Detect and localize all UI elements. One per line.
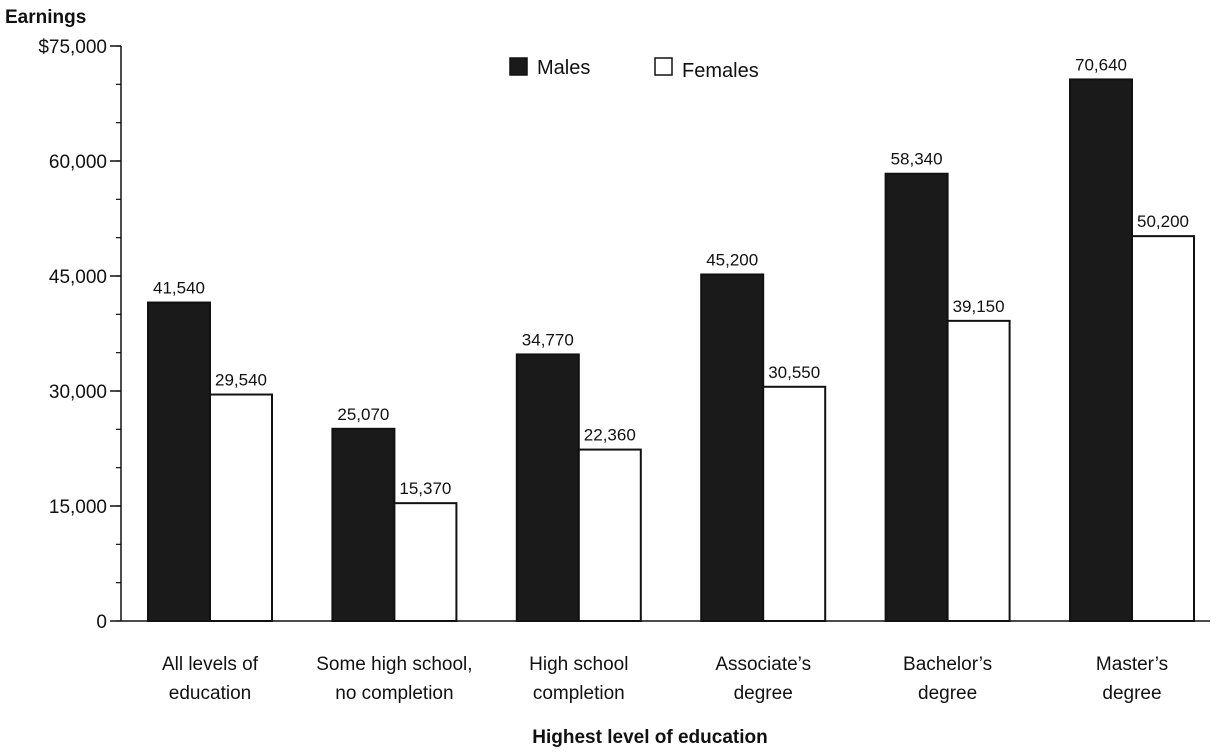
y-axis-title: Earnings bbox=[5, 7, 86, 28]
category-label: completion bbox=[533, 683, 625, 704]
category-label: no completion bbox=[335, 683, 453, 704]
data-label: 15,370 bbox=[399, 479, 451, 498]
x-axis-title: Highest level of education bbox=[532, 727, 767, 748]
data-label: 41,540 bbox=[153, 279, 205, 298]
legend: Males Females bbox=[509, 57, 759, 82]
y-tick-label: 60,000 bbox=[49, 152, 107, 173]
category-label: Master’s bbox=[1096, 654, 1168, 675]
bar-females-0 bbox=[209, 393, 273, 622]
category-label: High school bbox=[529, 654, 628, 675]
bar-females-2 bbox=[577, 448, 642, 622]
category-label: degree bbox=[918, 683, 977, 704]
data-label: 22,360 bbox=[584, 426, 636, 445]
bar-females-4 bbox=[946, 319, 1011, 622]
data-labels: 41,540 29,540 25,070 15,370 34,770 22,360 45,2… bbox=[153, 55, 1189, 498]
y-tick-label: $75,000 bbox=[38, 37, 107, 58]
data-label: 39,150 bbox=[953, 297, 1005, 316]
bar-males-0 bbox=[147, 301, 211, 622]
category-label: education bbox=[169, 683, 251, 704]
bar-males-3 bbox=[700, 273, 765, 622]
data-label: 50,200 bbox=[1137, 212, 1189, 231]
category-label: Associate’s bbox=[715, 654, 811, 675]
data-label: 25,070 bbox=[337, 405, 389, 424]
y-tick-label: 30,000 bbox=[49, 382, 107, 403]
legend-swatch-males bbox=[509, 57, 528, 76]
data-label: 29,540 bbox=[215, 371, 267, 390]
axes: 0 15,000 30,000 45,000 60,000 $75,000 bbox=[38, 37, 1210, 633]
y-tick-label: 0 bbox=[96, 612, 107, 633]
legend-label-females: Females bbox=[682, 60, 759, 82]
bar-females-3 bbox=[762, 385, 827, 622]
data-label: 34,770 bbox=[522, 330, 574, 349]
bar-males-1 bbox=[331, 427, 396, 622]
category-labels: All levels of education Some high school, n… bbox=[162, 654, 1168, 704]
legend-label-males: Males bbox=[537, 57, 590, 79]
bar-males-2 bbox=[515, 353, 580, 622]
category-label: degree bbox=[1102, 683, 1161, 704]
category-label: Bachelor’s bbox=[903, 654, 992, 675]
bar-females-5 bbox=[1131, 235, 1195, 622]
category-label: degree bbox=[734, 683, 793, 704]
data-label: 58,340 bbox=[891, 150, 943, 169]
data-label: 30,550 bbox=[768, 363, 820, 382]
data-label: 70,640 bbox=[1075, 55, 1127, 74]
bar-females-1 bbox=[393, 502, 458, 622]
y-tick-label: 15,000 bbox=[49, 497, 107, 518]
y-tick-label: 45,000 bbox=[49, 267, 107, 288]
data-label: 45,200 bbox=[706, 250, 758, 269]
category-label: All levels of bbox=[162, 654, 259, 675]
bars bbox=[147, 78, 1195, 623]
bar-males-4 bbox=[884, 172, 949, 623]
legend-swatch-females bbox=[654, 57, 673, 76]
category-label: Some high school, bbox=[316, 654, 472, 675]
bar-males-5 bbox=[1069, 78, 1133, 622]
